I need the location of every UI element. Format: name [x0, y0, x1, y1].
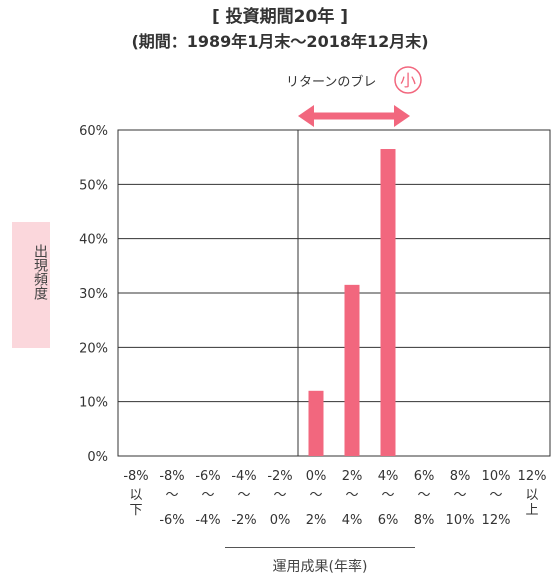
svg-text:〜: 〜 [165, 488, 178, 503]
y-tick-label: 0% [87, 450, 108, 465]
x-tick-label: -6% 〜 -4% [195, 469, 220, 528]
y-tick-label: 10% [79, 396, 108, 411]
svg-text:0%: 0% [270, 513, 291, 528]
y-tick-label: 20% [79, 341, 108, 356]
x-tick-label: 2% 〜 4% [342, 469, 363, 528]
annotation-text: リターンのブレ [286, 74, 376, 90]
bar [344, 284, 360, 456]
x-tick-label: 12% 以上 [518, 469, 547, 518]
svg-text:-8%: -8% [123, 469, 148, 484]
svg-text:〜: 〜 [381, 488, 394, 503]
x-tick-label: 4% 〜 6% [378, 469, 399, 528]
x-tick-label: -8% 以下 [123, 469, 148, 518]
svg-text:6%: 6% [378, 513, 399, 528]
x-axis-label: 運用成果(年率) [272, 559, 368, 575]
svg-text:-6%: -6% [195, 469, 220, 484]
x-tick-label: 6% 〜 8% [414, 469, 435, 528]
svg-text:上: 上 [525, 503, 538, 518]
annotation-badge: 小 [400, 71, 416, 90]
x-tick-label: 8% 〜 10% [446, 469, 475, 528]
svg-text:10%: 10% [482, 469, 511, 484]
y-tick-label: 30% [79, 287, 108, 302]
svg-text:-4%: -4% [231, 469, 256, 484]
y-tick-label: 60% [79, 124, 108, 139]
bar [380, 149, 396, 456]
y-tick-label: 40% [79, 233, 108, 248]
svg-text:〜: 〜 [237, 488, 250, 503]
svg-text:0%: 0% [306, 469, 327, 484]
svg-text:-8%: -8% [159, 469, 184, 484]
svg-text:2%: 2% [342, 469, 363, 484]
svg-text:6%: 6% [414, 469, 435, 484]
x-tick-label: 0% 〜 2% [306, 469, 327, 528]
svg-text:以: 以 [129, 488, 142, 503]
svg-text:〜: 〜 [417, 488, 430, 503]
x-axis-label-rule [225, 547, 415, 548]
bar [308, 390, 324, 456]
x-tick-label: 10% 〜 12% [482, 469, 511, 528]
y-axis-label: 出現頻度 [32, 244, 48, 300]
svg-text:下: 下 [129, 503, 142, 518]
y-axis-label-box: 出現頻度 [12, 222, 50, 348]
svg-text:-6%: -6% [159, 513, 184, 528]
x-tick-label: -4% 〜 -2% [231, 469, 256, 528]
svg-text:〜: 〜 [453, 488, 466, 503]
svg-text:12%: 12% [518, 469, 547, 484]
svg-text:4%: 4% [378, 469, 399, 484]
annotation-badge-circle [394, 66, 422, 94]
svg-text:-2%: -2% [267, 469, 292, 484]
svg-text:-2%: -2% [231, 513, 256, 528]
x-tick-label: -8% 〜 -6% [159, 469, 184, 528]
double-arrow-icon [298, 105, 410, 127]
svg-text:2%: 2% [306, 513, 327, 528]
svg-text:〜: 〜 [273, 488, 286, 503]
svg-text:10%: 10% [446, 513, 475, 528]
svg-text:-4%: -4% [195, 513, 220, 528]
y-tick-label: 50% [79, 178, 108, 193]
chart-subtitle: (期間：1989年1月末〜2018年12月末) [131, 32, 429, 51]
svg-text:〜: 〜 [309, 488, 322, 503]
svg-text:4%: 4% [342, 513, 363, 528]
svg-text:8%: 8% [450, 469, 471, 484]
svg-text:12%: 12% [482, 513, 511, 528]
svg-text:〜: 〜 [345, 488, 358, 503]
svg-text:〜: 〜 [489, 488, 502, 503]
chart-title: [ 投資期間20年 ] [211, 7, 349, 27]
svg-text:〜: 〜 [201, 488, 214, 503]
svg-text:8%: 8% [414, 513, 435, 528]
x-tick-label: -2% 〜 0% [267, 469, 292, 528]
svg-text:以: 以 [525, 488, 538, 503]
volatility-annotation: リターンのブレ 小 [286, 66, 422, 127]
